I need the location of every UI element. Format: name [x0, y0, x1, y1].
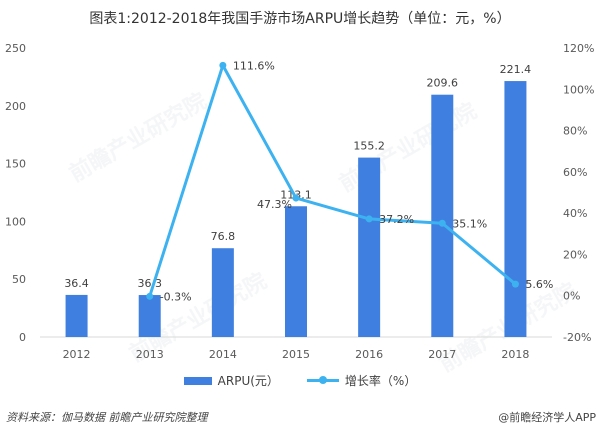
line-data-label: 111.6%: [233, 59, 275, 72]
bar: [211, 248, 234, 337]
growth-rate-point: [365, 215, 373, 223]
legend-label: 增长率（%）: [344, 374, 417, 388]
right-axis-tick-label: 100%: [563, 83, 594, 96]
left-axis-tick-label: 0: [19, 331, 26, 344]
right-axis-tick-label: 40%: [563, 207, 587, 220]
bar: [358, 157, 381, 337]
growth-rate-point: [146, 292, 154, 300]
left-axis-tick-label: 50: [12, 273, 26, 286]
x-axis-tick-label: 2013: [136, 348, 164, 361]
x-axis-tick-label: 2015: [282, 348, 310, 361]
line-data-label: 5.6%: [525, 278, 553, 291]
bar: [285, 206, 307, 337]
legend-label: ARPU(元）: [217, 374, 279, 388]
right-axis-tick-label: 20%: [563, 248, 587, 261]
growth-rate-point: [438, 219, 446, 227]
credit-note: @前瞻经济学人APP: [498, 411, 596, 424]
line-data-label: 35.1%: [452, 217, 487, 230]
legend-bar-swatch: [183, 376, 212, 385]
x-axis: 2012 2013 2014 2015 2016 2017 2018: [63, 348, 530, 361]
left-axis-tick-label: 200: [5, 100, 26, 113]
source-note: 资料来源：伽马数据 前瞻产业研究院整理: [6, 411, 208, 424]
legend: ARPU(元） 增长率（%）: [0, 372, 600, 389]
x-axis-tick-label: 2016: [355, 348, 383, 361]
combo-chart: 0 50 100 150 200 250 -20% 0% 20% 40% 60% 80% 100% 12…: [5, 42, 594, 361]
right-axis-tick-label: -20%: [563, 331, 591, 344]
bar: [65, 294, 88, 337]
left-axis-tick-label: 250: [5, 42, 26, 55]
x-axis-tick-label: 2012: [63, 348, 91, 361]
line-data-label: 37.2%: [379, 213, 414, 226]
bar-data-label: 155.2: [353, 140, 385, 153]
bar-data-label: 221.4: [500, 63, 532, 76]
x-axis-tick-label: 2014: [209, 348, 237, 361]
growth-rate-line: [148, 63, 517, 297]
bar-data-label: 36.3: [137, 277, 162, 290]
growth-rate-point: [292, 194, 300, 202]
bar-data-label: 209.6: [427, 77, 459, 90]
growth-rate-point: [219, 61, 227, 69]
legend-item-arpu[interactable]: ARPU(元）: [183, 372, 279, 389]
legend-line-swatch: [306, 376, 339, 384]
left-axis-tick-label: 150: [5, 158, 26, 171]
bar: [504, 81, 527, 337]
bar: [431, 94, 454, 338]
right-axis-tick-label: 60%: [563, 166, 587, 179]
line-data-label: -0.3%: [160, 290, 192, 303]
x-axis-tick-label: 2017: [428, 348, 456, 361]
bar-series: [65, 81, 527, 338]
bar: [138, 295, 161, 337]
line-series: -0.3% 111.6% 47.3% 37.2% 35.1% 5.6%: [146, 59, 553, 303]
bar-data-label: 76.8: [211, 230, 236, 243]
legend-item-growth[interactable]: 增长率（%）: [306, 372, 417, 389]
line-data-label: 47.3%: [257, 198, 292, 211]
bar-data-label: 36.4: [64, 277, 89, 290]
right-axis-tick-label: 120%: [563, 42, 594, 55]
left-axis-tick-label: 100: [5, 215, 26, 228]
right-axis-tick-label: 80%: [563, 125, 587, 138]
right-axis-tick-label: 0%: [563, 290, 580, 303]
right-axis: -20% 0% 20% 40% 60% 80% 100% 120%: [563, 42, 594, 344]
left-axis: 0 50 100 150 200 250: [5, 42, 26, 344]
growth-rate-point: [511, 280, 519, 288]
x-axis-tick-label: 2018: [501, 348, 529, 361]
chart-title: 图表1:2012-2018年我国手游市场ARPU增长趋势（单位：元，%）: [89, 11, 511, 27]
